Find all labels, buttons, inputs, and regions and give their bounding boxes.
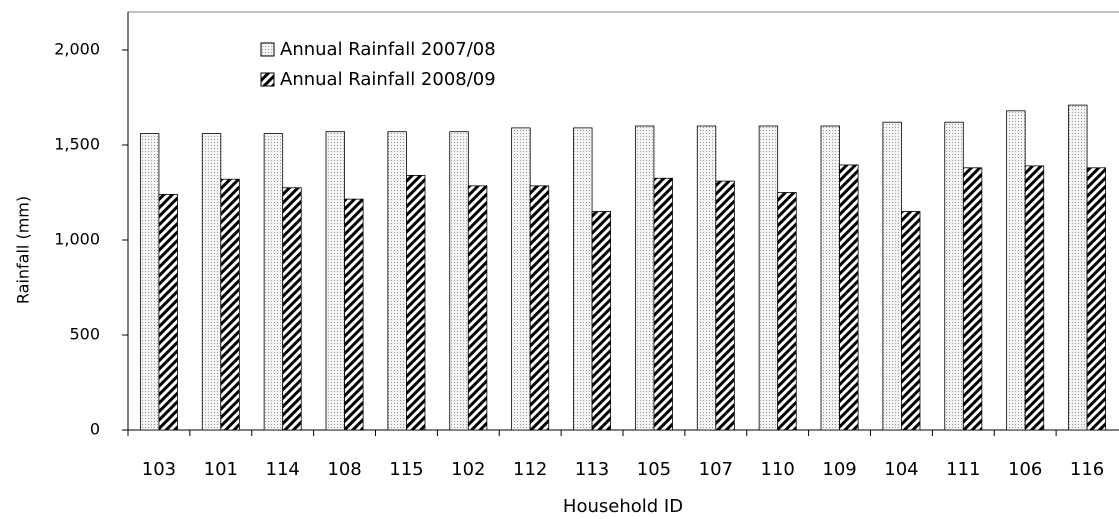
bar bbox=[901, 211, 921, 431]
bar bbox=[325, 131, 345, 431]
bar bbox=[467, 185, 488, 431]
x-tick-label: 103 bbox=[142, 459, 176, 480]
x-tick-label: 108 bbox=[327, 459, 361, 480]
bar bbox=[529, 185, 550, 431]
bar bbox=[139, 133, 160, 431]
bar bbox=[387, 131, 407, 431]
legend-swatch bbox=[260, 72, 275, 87]
bar bbox=[344, 198, 364, 431]
legend-label: Annual Rainfall 2008/09 bbox=[280, 69, 496, 90]
x-tick-label: 105 bbox=[637, 459, 671, 480]
bar bbox=[591, 211, 612, 431]
x-tick-label: 102 bbox=[451, 459, 485, 480]
x-tick-label: 107 bbox=[699, 459, 733, 480]
x-tick-label: 106 bbox=[1008, 459, 1042, 480]
x-tick-label: 116 bbox=[1070, 459, 1104, 480]
bar bbox=[696, 125, 717, 431]
bar bbox=[882, 121, 902, 431]
bar bbox=[201, 133, 222, 431]
bar bbox=[820, 125, 840, 431]
y-tick-label: 1,500 bbox=[54, 135, 100, 154]
bar bbox=[1006, 110, 1026, 431]
bar bbox=[1024, 165, 1045, 431]
y-tick-label: 500 bbox=[69, 325, 100, 344]
x-tick-label: 114 bbox=[266, 459, 300, 480]
bar bbox=[634, 125, 655, 431]
bar bbox=[839, 164, 859, 431]
legend-swatch bbox=[260, 42, 275, 57]
x-tick-label: 111 bbox=[946, 459, 980, 480]
x-tick-label: 109 bbox=[822, 459, 856, 480]
y-tick-label: 1,000 bbox=[54, 230, 100, 249]
x-tick-label: 113 bbox=[575, 459, 609, 480]
x-tick-label: 110 bbox=[761, 459, 795, 480]
x-axis-label: Household ID bbox=[563, 496, 683, 517]
bar bbox=[511, 127, 531, 431]
bar bbox=[962, 167, 983, 431]
y-tick-label: 2,000 bbox=[54, 40, 100, 59]
bar bbox=[777, 192, 797, 431]
bar bbox=[282, 187, 302, 431]
legend-label: Annual Rainfall 2007/08 bbox=[280, 39, 496, 60]
bar bbox=[158, 193, 178, 431]
bar bbox=[406, 174, 426, 431]
bar bbox=[220, 178, 240, 431]
bar bbox=[758, 125, 779, 431]
bar bbox=[944, 121, 964, 431]
y-axis-label: Rainfall (mm) bbox=[14, 196, 33, 304]
bar bbox=[1086, 167, 1107, 431]
bar bbox=[263, 133, 284, 431]
x-tick-label: 112 bbox=[513, 459, 547, 480]
bar bbox=[715, 180, 735, 431]
bar bbox=[573, 127, 593, 431]
y-tick-label: 0 bbox=[90, 420, 100, 439]
bar bbox=[449, 131, 469, 431]
x-tick-label: 101 bbox=[204, 459, 238, 480]
x-tick-label: 115 bbox=[389, 459, 423, 480]
x-tick-label: 104 bbox=[884, 459, 918, 480]
bar bbox=[1068, 104, 1088, 431]
bar bbox=[653, 177, 673, 431]
